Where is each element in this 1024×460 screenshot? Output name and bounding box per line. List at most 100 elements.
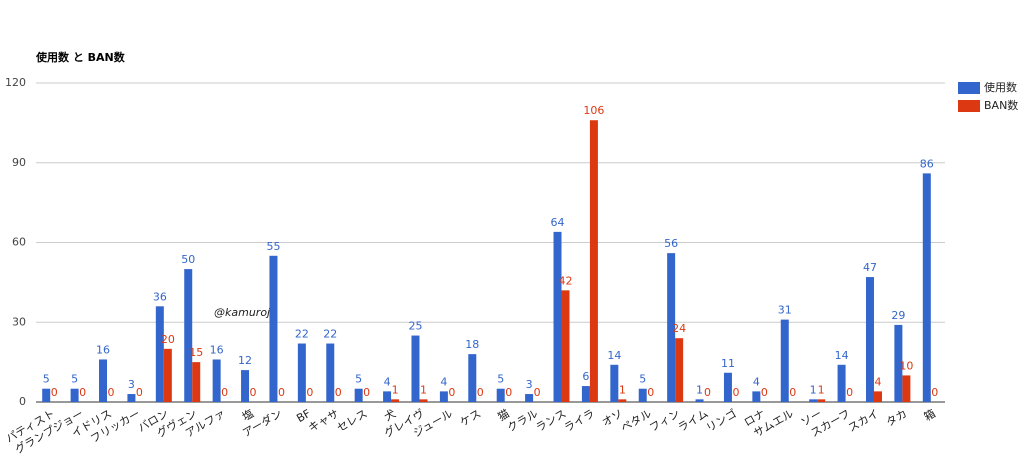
bar bbox=[553, 231, 562, 402]
value-label: 3 bbox=[128, 378, 135, 391]
value-label: 0 bbox=[931, 386, 938, 399]
bar bbox=[638, 388, 647, 402]
legend-label: 使用数 bbox=[984, 81, 1017, 94]
value-label: 5 bbox=[71, 373, 78, 386]
x-tick-label: ケス bbox=[458, 407, 484, 429]
chart-title: 使用数 と BAN数 bbox=[35, 50, 126, 64]
x-tick-label: クラル bbox=[505, 407, 540, 435]
value-label: 20 bbox=[161, 333, 175, 346]
legend-swatch bbox=[958, 82, 980, 94]
bar bbox=[561, 290, 570, 402]
value-label: 6 bbox=[582, 370, 589, 383]
value-label: 3 bbox=[526, 378, 533, 391]
bar bbox=[902, 375, 911, 402]
value-label: 0 bbox=[51, 386, 58, 399]
x-tick-label: ライラ bbox=[562, 407, 597, 435]
value-label: 0 bbox=[108, 386, 115, 399]
bar bbox=[163, 348, 172, 402]
x-tick-label: 箱 bbox=[921, 406, 938, 424]
value-label: 29 bbox=[891, 309, 905, 322]
value-label: 11 bbox=[721, 357, 735, 370]
value-label: 1 bbox=[696, 383, 703, 396]
bar bbox=[618, 399, 627, 402]
value-label: 4 bbox=[440, 375, 447, 388]
bar bbox=[922, 173, 931, 402]
value-label: 56 bbox=[664, 237, 678, 250]
bar bbox=[192, 362, 201, 402]
bar bbox=[667, 253, 676, 402]
value-label: 5 bbox=[355, 373, 362, 386]
bar bbox=[419, 399, 428, 402]
value-label: 0 bbox=[306, 386, 313, 399]
value-label: 0 bbox=[846, 386, 853, 399]
bar bbox=[354, 388, 363, 402]
value-label: 0 bbox=[448, 386, 455, 399]
bar bbox=[184, 269, 193, 402]
bar bbox=[212, 359, 221, 402]
value-label: 5 bbox=[43, 373, 50, 386]
y-tick-label: 90 bbox=[12, 156, 26, 169]
value-label: 47 bbox=[863, 261, 877, 274]
value-label: 1 bbox=[392, 383, 399, 396]
y-tick-label: 120 bbox=[5, 76, 26, 89]
value-label: 0 bbox=[505, 386, 512, 399]
value-label: 50 bbox=[181, 253, 195, 266]
value-label: 1 bbox=[810, 383, 817, 396]
bar bbox=[326, 343, 335, 402]
value-label: 25 bbox=[408, 320, 422, 333]
bar bbox=[894, 324, 903, 402]
value-label: 15 bbox=[189, 346, 203, 359]
bar bbox=[837, 364, 846, 402]
value-label: 1 bbox=[818, 383, 825, 396]
value-label: 86 bbox=[920, 157, 934, 170]
value-label: 10 bbox=[899, 359, 913, 372]
bar bbox=[155, 306, 164, 402]
bar bbox=[589, 120, 598, 402]
value-label: 0 bbox=[221, 386, 228, 399]
value-label: 36 bbox=[153, 290, 167, 303]
legend-swatch bbox=[958, 100, 980, 112]
value-label: 18 bbox=[465, 338, 479, 351]
bar bbox=[809, 399, 818, 402]
value-label: 0 bbox=[335, 386, 342, 399]
bar bbox=[127, 394, 136, 402]
value-label: 0 bbox=[250, 386, 257, 399]
x-tick-label: ランス bbox=[534, 407, 569, 435]
watermark: @kamuroji bbox=[214, 306, 273, 319]
bar bbox=[581, 386, 590, 402]
value-label: 0 bbox=[704, 386, 711, 399]
bar bbox=[439, 391, 448, 402]
value-label: 1 bbox=[619, 383, 626, 396]
value-label: 24 bbox=[672, 322, 686, 335]
value-label: 64 bbox=[551, 216, 565, 229]
value-label: 0 bbox=[761, 386, 768, 399]
value-label: 5 bbox=[497, 373, 504, 386]
x-tick-label: ペタル bbox=[619, 407, 654, 435]
value-label: 14 bbox=[607, 349, 621, 362]
bar bbox=[865, 277, 874, 402]
value-label: 31 bbox=[778, 304, 792, 317]
bar bbox=[70, 388, 79, 402]
value-label: 5 bbox=[639, 373, 646, 386]
x-tick-label: スカイ bbox=[846, 407, 881, 435]
legend-label: BAN数 bbox=[984, 99, 1018, 112]
bar bbox=[269, 255, 278, 402]
value-label: 14 bbox=[835, 349, 849, 362]
value-label: 16 bbox=[210, 343, 224, 356]
bar bbox=[391, 399, 400, 402]
value-label: 0 bbox=[79, 386, 86, 399]
value-label: 0 bbox=[278, 386, 285, 399]
value-label: 0 bbox=[534, 386, 541, 399]
value-label: 0 bbox=[136, 386, 143, 399]
bar bbox=[780, 319, 789, 402]
bar bbox=[99, 359, 108, 402]
value-label: 0 bbox=[789, 386, 796, 399]
bar bbox=[817, 399, 826, 402]
value-label: 0 bbox=[477, 386, 484, 399]
bar bbox=[468, 354, 477, 402]
bar bbox=[723, 372, 732, 402]
value-label: 0 bbox=[732, 386, 739, 399]
bar bbox=[411, 335, 420, 402]
x-tick-label: フィン bbox=[647, 407, 682, 435]
value-label: 22 bbox=[295, 328, 309, 341]
